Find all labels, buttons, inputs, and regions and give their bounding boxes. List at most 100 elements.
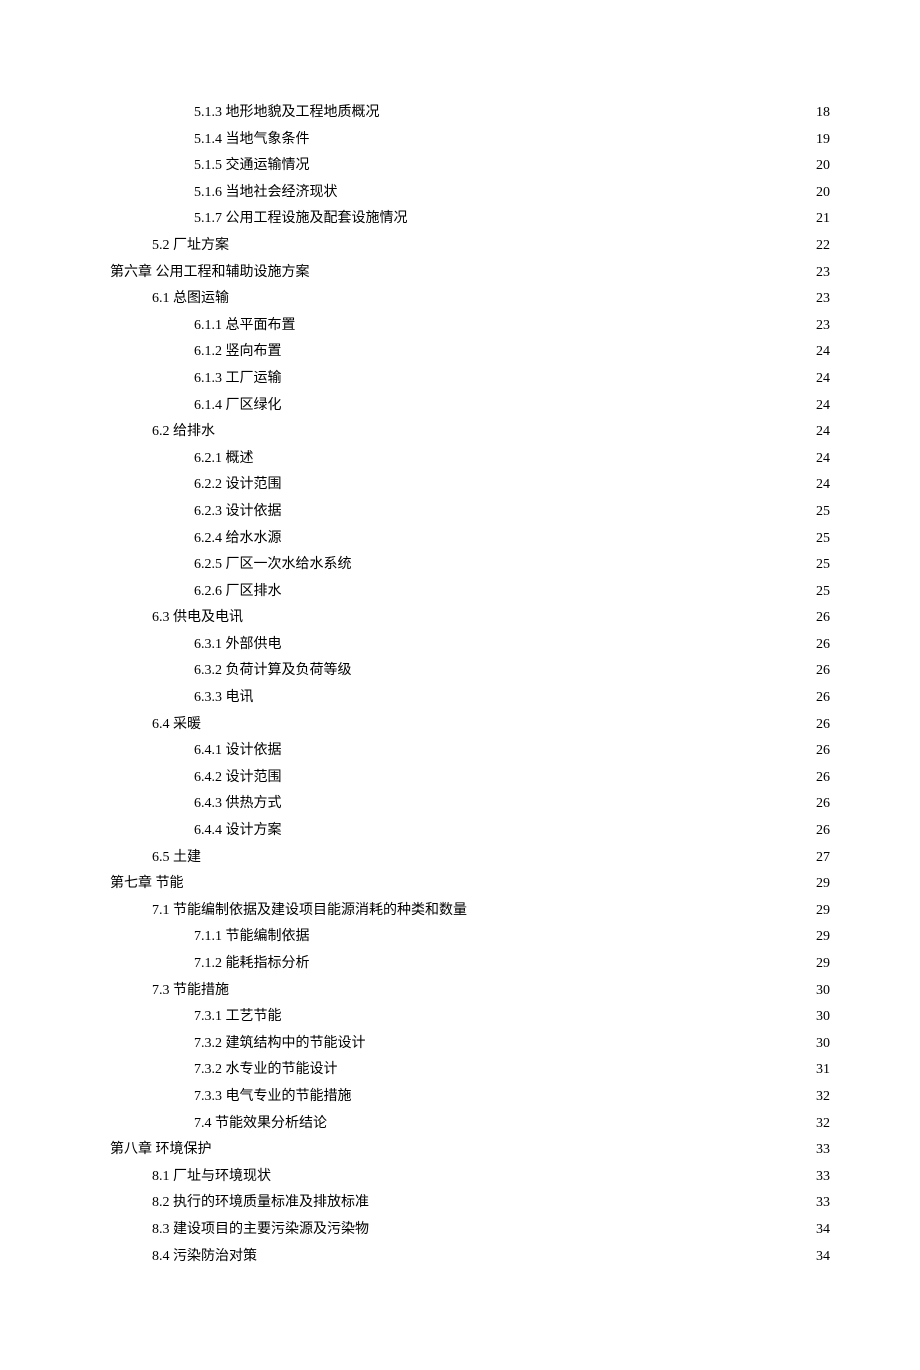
- toc-entry-label: 6.5 土建: [152, 845, 201, 872]
- toc-entry: 6.2 给排水24: [110, 419, 830, 446]
- toc-entry-page: 24: [816, 393, 830, 420]
- toc-entry-page: 31: [816, 1057, 830, 1084]
- toc-entry-page: 33: [816, 1137, 830, 1164]
- toc-entry-label: 6.1.1 总平面布置: [194, 313, 296, 340]
- toc-entry-label: 6.3.1 外部供电: [194, 632, 282, 659]
- toc-entry: 6.4.2 设计范围 26: [110, 765, 830, 792]
- toc-entry-page: 29: [816, 951, 830, 978]
- toc-entry-page: 26: [816, 685, 830, 712]
- toc-entry-label: 7.1.2 能耗指标分析: [194, 951, 310, 978]
- toc-entry-label: 6.4.4 设计方案: [194, 818, 282, 845]
- toc-entry: 7.3.2 水专业的节能设计 31: [110, 1057, 830, 1084]
- toc-entry-page: 25: [816, 526, 830, 553]
- toc-entry: 5.2 厂址方案 22: [110, 233, 830, 260]
- toc-entry-page: 18: [816, 100, 830, 127]
- toc-entry-page: 29: [816, 871, 830, 898]
- toc-entry-label: 7.3.2 建筑结构中的节能设计: [194, 1031, 366, 1058]
- toc-entry-page: 26: [816, 605, 830, 632]
- toc-entry: 7.1.1 节能编制依据29: [110, 924, 830, 951]
- toc-entry: 6.1.1 总平面布置23: [110, 313, 830, 340]
- toc-entry-page: 24: [816, 366, 830, 393]
- toc-entry-label: 6.2.4 给水水源: [194, 526, 282, 553]
- toc-entry-label: 5.1.7 公用工程设施及配套设施情况: [194, 206, 408, 233]
- toc-entry-label: 6.1 总图运输: [152, 286, 229, 313]
- toc-entry: 7.3.2 建筑结构中的节能设计30: [110, 1031, 830, 1058]
- toc-entry: 6.4.4 设计方案 26: [110, 818, 830, 845]
- toc-entry: 8.1 厂址与环境现状 33: [110, 1164, 830, 1191]
- toc-entry-label: 8.2 执行的环境质量标准及排放标准: [152, 1190, 369, 1217]
- toc-entry-page: 26: [816, 658, 830, 685]
- toc-entry-page: 24: [816, 339, 830, 366]
- toc-entry-page: 20: [816, 180, 830, 207]
- toc-entry-page: 21: [816, 206, 830, 233]
- toc-entry: 5.1.5 交通运输情况 20: [110, 153, 830, 180]
- toc-entry-label: 5.2 厂址方案: [152, 233, 229, 260]
- toc-entry-label: 第六章 公用工程和辅助设施方案: [110, 260, 310, 287]
- toc-entry: 8.3 建设项目的主要污染源及污染物 34: [110, 1217, 830, 1244]
- toc-entry: 7.3.3 电气专业的节能措施 32: [110, 1084, 830, 1111]
- toc-entry: 6.4.3 供热方式26: [110, 791, 830, 818]
- toc-entry-label: 6.2.1 概述: [194, 446, 254, 473]
- toc-entry: 6.5 土建 27: [110, 845, 830, 872]
- toc-entry-label: 6.4.3 供热方式: [194, 791, 282, 818]
- toc-entry: 6.1.4 厂区绿化 24: [110, 393, 830, 420]
- toc-entry-page: 24: [816, 446, 830, 473]
- toc-entry-label: 8.4 污染防治对策: [152, 1244, 257, 1271]
- toc-entry-page: 26: [816, 765, 830, 792]
- toc-entry-label: 7.3 节能措施: [152, 978, 229, 1005]
- toc-entry-label: 6.3 供电及电讯: [152, 605, 243, 632]
- toc-entry: 5.1.6 当地社会经济现状 20: [110, 180, 830, 207]
- toc-entry-label: 7.4 节能效果分析结论: [194, 1111, 327, 1138]
- table-of-contents: 5.1.3 地形地貌及工程地质概况185.1.4 当地气象条件195.1.5 交…: [110, 100, 830, 1270]
- toc-entry-page: 26: [816, 632, 830, 659]
- toc-entry-page: 30: [816, 1004, 830, 1031]
- toc-entry: 5.1.4 当地气象条件 19: [110, 127, 830, 154]
- toc-entry-label: 6.2.6 厂区排水: [194, 579, 282, 606]
- toc-entry-label: 6.3.3 电讯: [194, 685, 254, 712]
- toc-entry-page: 26: [816, 712, 830, 739]
- toc-entry-label: 6.2.2 设计范围: [194, 472, 282, 499]
- toc-entry-label: 7.3.3 电气专业的节能措施: [194, 1084, 352, 1111]
- toc-entry-label: 6.3.2 负荷计算及负荷等级: [194, 658, 352, 685]
- toc-entry-page: 34: [816, 1217, 830, 1244]
- toc-entry: 6.4 采暖 26: [110, 712, 830, 739]
- toc-entry: 第七章 节能29: [110, 871, 830, 898]
- toc-entry: 7.1 节能编制依据及建设项目能源消耗的种类和数量29: [110, 898, 830, 925]
- toc-entry-label: 6.2.5 厂区一次水给水系统: [194, 552, 352, 579]
- toc-entry-label: 6.4.1 设计依据: [194, 738, 282, 765]
- toc-entry-label: 5.1.5 交通运输情况: [194, 153, 310, 180]
- toc-entry-page: 29: [816, 898, 830, 925]
- toc-entry: 第六章 公用工程和辅助设施方案 23: [110, 260, 830, 287]
- toc-entry: 6.2.6 厂区排水25: [110, 579, 830, 606]
- toc-entry-page: 27: [816, 845, 830, 872]
- toc-entry: 6.2.4 给水水源 25: [110, 526, 830, 553]
- toc-entry: 6.2.1 概述 24: [110, 446, 830, 473]
- toc-entry-label: 7.3.2 水专业的节能设计: [194, 1057, 338, 1084]
- toc-entry: 5.1.7 公用工程设施及配套设施情况 21: [110, 206, 830, 233]
- toc-entry-label: 5.1.4 当地气象条件: [194, 127, 310, 154]
- toc-entry-label: 6.4.2 设计范围: [194, 765, 282, 792]
- toc-entry-page: 20: [816, 153, 830, 180]
- toc-entry-page: 26: [816, 738, 830, 765]
- toc-entry-page: 23: [816, 260, 830, 287]
- toc-entry: 6.2.2 设计范围24: [110, 472, 830, 499]
- toc-entry-page: 32: [816, 1084, 830, 1111]
- toc-entry-label: 6.1.4 厂区绿化: [194, 393, 282, 420]
- toc-entry: 6.3.2 负荷计算及负荷等级 26: [110, 658, 830, 685]
- toc-entry: 6.2.5 厂区一次水给水系统25: [110, 552, 830, 579]
- toc-entry: 6.3 供电及电讯 26: [110, 605, 830, 632]
- toc-entry: 8.4 污染防治对策 34: [110, 1244, 830, 1271]
- toc-entry-label: 8.1 厂址与环境现状: [152, 1164, 271, 1191]
- toc-entry-page: 34: [816, 1244, 830, 1271]
- toc-entry-page: 19: [816, 127, 830, 154]
- toc-entry-page: 26: [816, 818, 830, 845]
- toc-entry-label: 6.4 采暖: [152, 712, 201, 739]
- toc-entry-label: 5.1.6 当地社会经济现状: [194, 180, 338, 207]
- toc-entry-page: 22: [816, 233, 830, 260]
- toc-entry-label: 8.3 建设项目的主要污染源及污染物: [152, 1217, 369, 1244]
- toc-entry-label: 6.2 给排水: [152, 419, 215, 446]
- toc-entry-label: 7.3.1 工艺节能: [194, 1004, 282, 1031]
- toc-entry: 6.1 总图运输23: [110, 286, 830, 313]
- toc-entry-page: 33: [816, 1164, 830, 1191]
- toc-entry: 6.1.3 工厂运输24: [110, 366, 830, 393]
